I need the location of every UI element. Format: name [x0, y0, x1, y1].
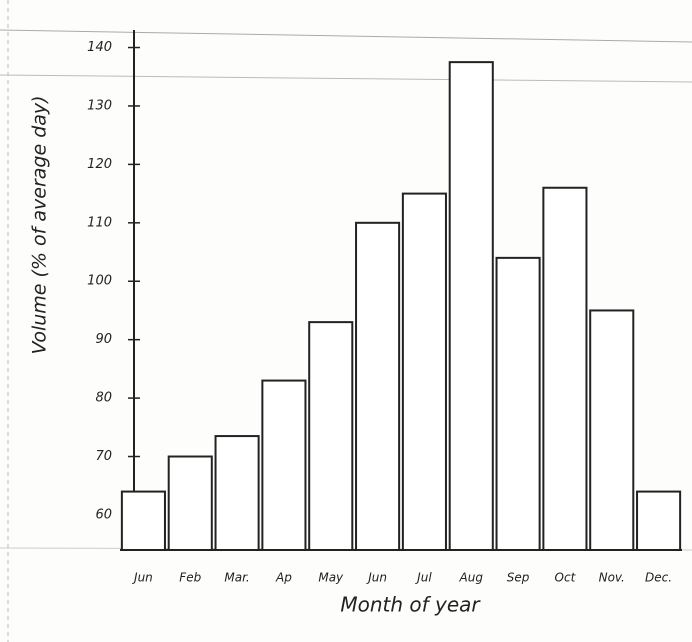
x-tick-label: Feb — [179, 571, 201, 585]
bar — [590, 310, 633, 550]
y-axis-label: Volume (% of average day) — [29, 95, 51, 354]
bar — [543, 188, 586, 550]
x-tick-label: Dec. — [645, 571, 672, 585]
y-tick-label: 70 — [95, 449, 112, 464]
y-tick-label: 110 — [87, 215, 112, 230]
x-tick-label: Mar. — [224, 571, 249, 585]
bar — [122, 492, 165, 550]
y-tick-label: 60 — [95, 507, 112, 522]
chart: Month of year Volume (% of average day) … — [0, 0, 692, 642]
x-tick-label: Jun — [366, 571, 387, 585]
x-tick-label: Jul — [415, 571, 432, 585]
x-tick-label: Aug — [459, 571, 484, 585]
bar — [450, 62, 493, 550]
bar — [309, 322, 352, 550]
x-axis-label: Month of year — [340, 593, 481, 617]
y-tick-label: 130 — [87, 98, 112, 113]
bar — [262, 381, 305, 550]
paper-line — [0, 75, 692, 82]
y-tick-label: 140 — [87, 40, 112, 55]
bar — [356, 223, 399, 550]
bar — [216, 436, 259, 550]
y-tick-label: 100 — [87, 274, 112, 289]
x-tick-label: May — [318, 571, 344, 585]
x-tick-label: Sep — [507, 571, 530, 585]
x-tick-label: Nov. — [599, 571, 625, 585]
x-tick-label: Ap — [275, 571, 292, 585]
y-tick-label: 90 — [95, 332, 112, 347]
bar — [169, 457, 212, 550]
bar — [497, 258, 540, 550]
x-tick-label: Jun — [132, 571, 153, 585]
y-tick-label: 80 — [95, 391, 112, 406]
y-tick-label: 120 — [87, 157, 112, 172]
bar — [403, 194, 446, 550]
bar — [637, 492, 680, 550]
x-tick-label: Oct — [555, 571, 577, 585]
